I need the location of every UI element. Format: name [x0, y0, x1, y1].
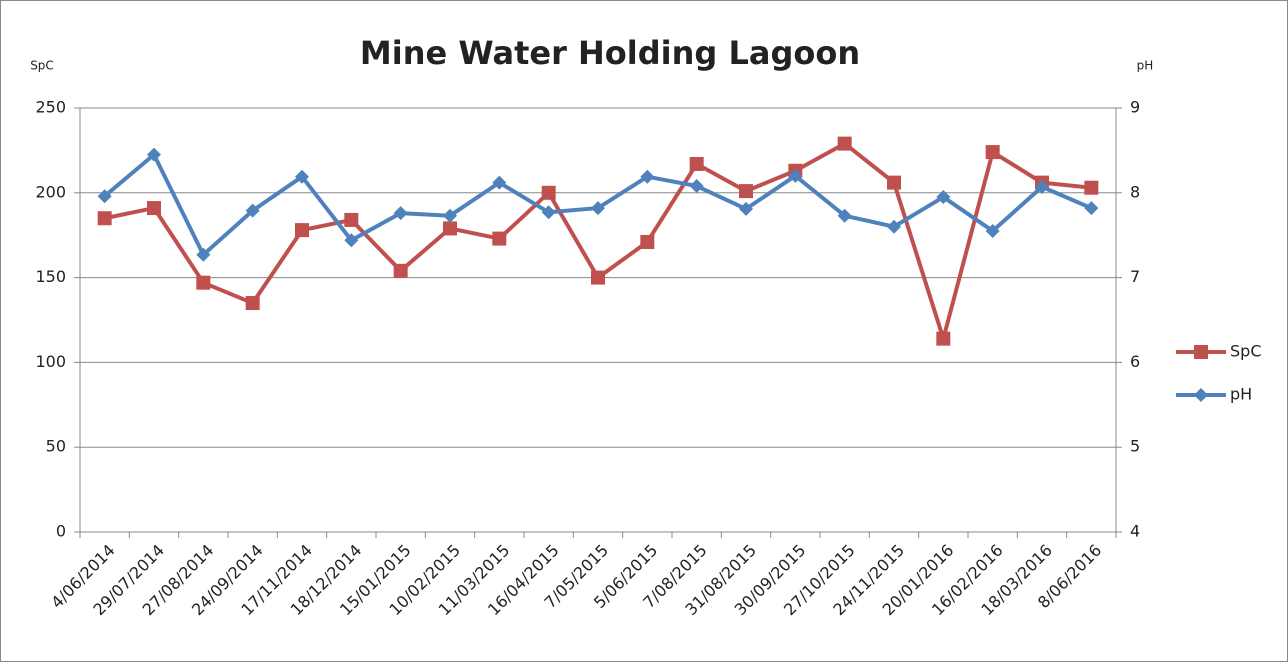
data-point: [936, 331, 951, 346]
data-point: [97, 189, 112, 204]
legend-label: pH: [1230, 385, 1252, 404]
y-tick-label: 100: [35, 352, 66, 371]
data-point: [147, 147, 161, 162]
y2-tick-label: 8: [1130, 182, 1140, 201]
data-point: [837, 136, 852, 151]
data-point: [393, 206, 408, 221]
data-point: [936, 190, 951, 205]
data-point: [887, 175, 901, 190]
data-point: [591, 270, 605, 285]
data-point: [393, 263, 408, 278]
y-tick-label: 50: [46, 437, 66, 456]
data-point: [689, 156, 704, 171]
y2-tick-label: 7: [1130, 267, 1140, 286]
legend-marker: [1194, 345, 1208, 359]
y2-tick-label: 4: [1130, 522, 1140, 541]
y2-axis-label: pH: [1137, 59, 1154, 73]
data-point: [541, 205, 556, 220]
data-point: [295, 223, 309, 238]
data-point: [1084, 180, 1099, 195]
y2-tick-label: 9: [1130, 98, 1140, 117]
data-point: [739, 184, 753, 199]
data-point: [689, 179, 704, 194]
chart-title: Mine Water Holding Lagoon: [360, 34, 860, 72]
data-point: [591, 201, 605, 216]
data-point: [196, 275, 211, 290]
data-point: [97, 211, 112, 226]
data-point: [344, 233, 359, 248]
data-point: [245, 203, 260, 218]
data-point: [887, 219, 901, 234]
data-point: [344, 212, 359, 227]
legend-marker: [1194, 388, 1208, 402]
data-point: [640, 234, 655, 249]
data-point: [985, 223, 1000, 238]
legend-label: SpC: [1230, 342, 1261, 361]
data-point: [837, 208, 852, 223]
data-point: [196, 247, 211, 262]
data-point: [245, 296, 260, 311]
data-point: [443, 208, 457, 223]
y2-tick-label: 6: [1130, 352, 1140, 371]
y-tick-label: 250: [35, 98, 66, 117]
data-point: [443, 221, 457, 236]
data-point: [1035, 179, 1049, 194]
data-point: [492, 231, 507, 246]
y-tick-label: 200: [35, 182, 66, 201]
y-axis-label: SpC: [30, 59, 54, 73]
data-point: [739, 201, 753, 216]
data-point: [492, 175, 507, 190]
data-point: [541, 185, 556, 200]
y-tick-label: 0: [56, 522, 66, 541]
data-point: [147, 201, 161, 216]
data-point: [1084, 201, 1099, 216]
y-tick-label: 150: [35, 267, 66, 286]
data-point: [985, 145, 1000, 160]
data-point: [295, 169, 309, 184]
y2-tick-label: 5: [1130, 437, 1140, 456]
data-point: [640, 169, 655, 184]
data-point: [788, 168, 803, 183]
